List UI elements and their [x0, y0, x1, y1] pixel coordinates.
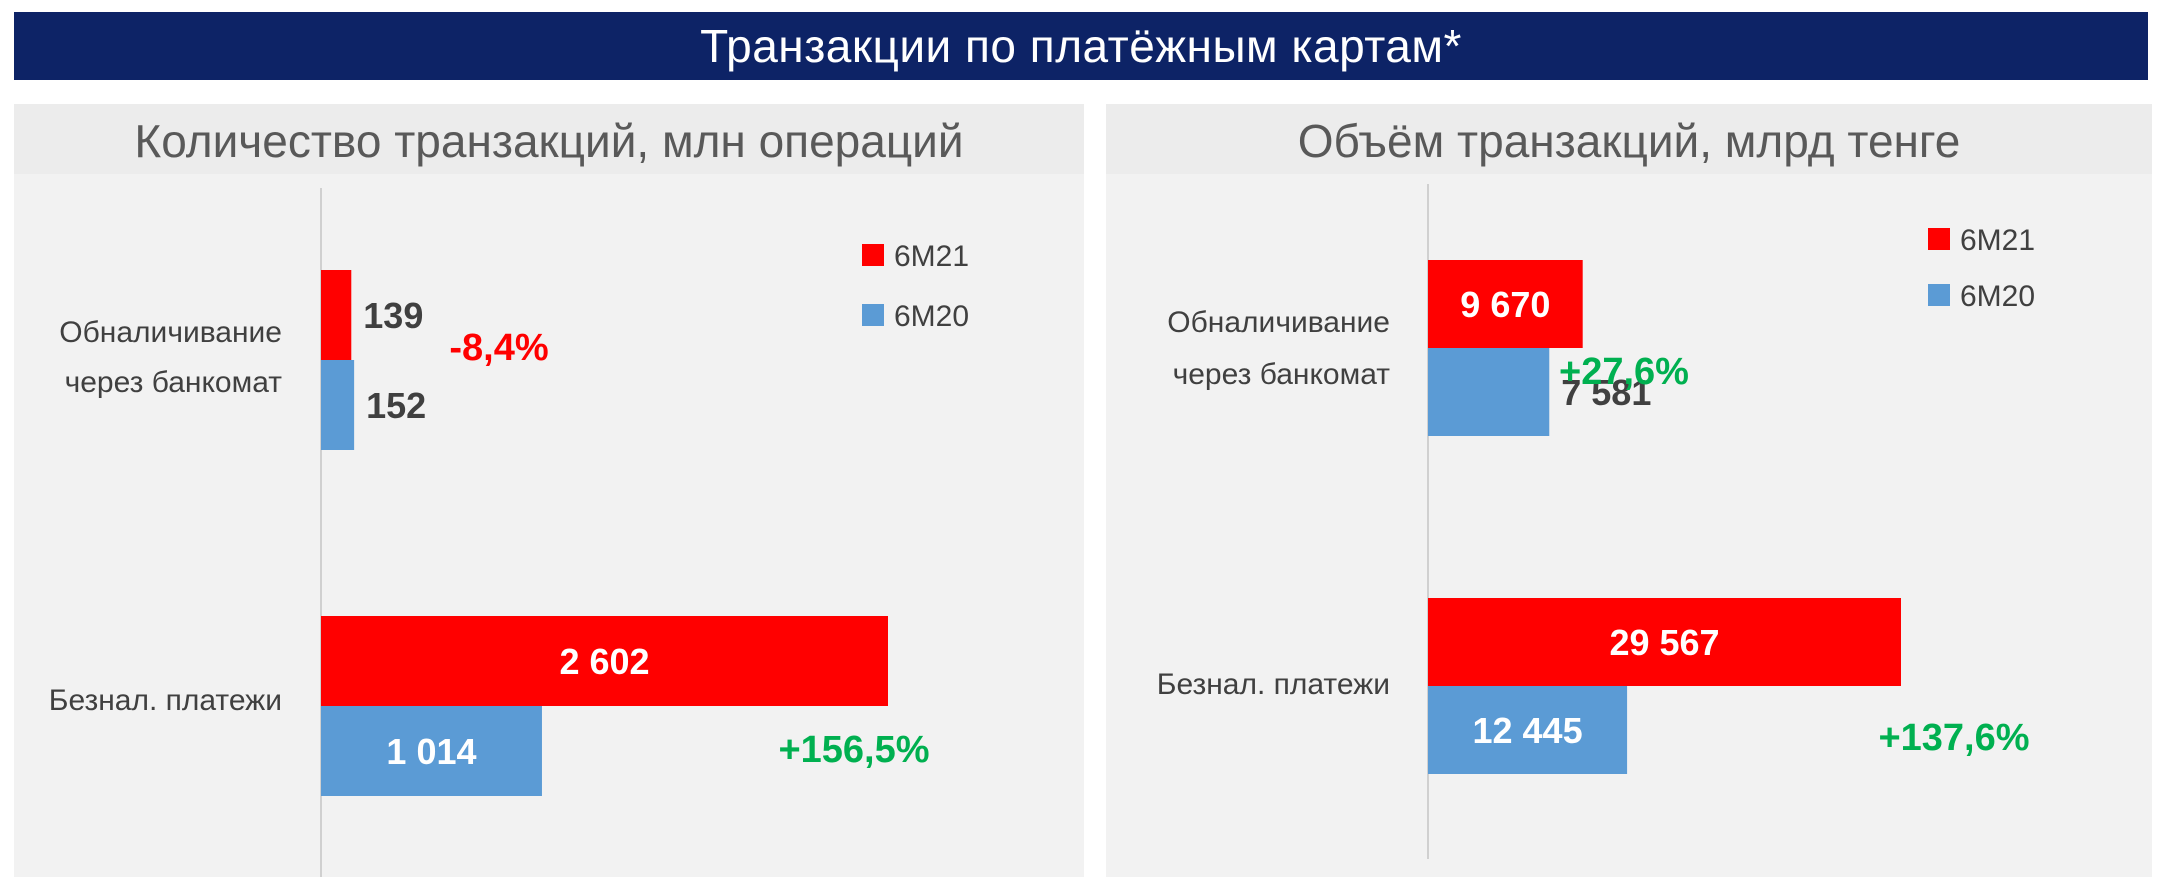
- category-label: через банкомат: [1173, 358, 1391, 391]
- bar-value-label: 12 445: [1472, 710, 1582, 751]
- bar-6m20: [321, 360, 355, 450]
- banner: Транзакции по платёжным картам*: [14, 12, 2148, 80]
- chart-panel-volume: Объём транзакций, млрд тенге Обналичиван…: [1106, 104, 2152, 877]
- legend-swatch: [862, 304, 884, 326]
- bar-6m20: [1428, 686, 1628, 774]
- bar-value-label: 139: [363, 295, 423, 336]
- growth-label: -8,4%: [449, 327, 548, 369]
- chart-panel-count: Количество транзакций, млн операций Обна…: [14, 104, 1084, 877]
- bar-value-label: 9 670: [1460, 284, 1550, 325]
- panel-title-bar: [1106, 104, 2152, 174]
- bar-value-label: 2 602: [559, 641, 649, 682]
- growth-label: +137,6%: [1878, 717, 2029, 759]
- growth-label: +156,5%: [778, 729, 929, 771]
- chart-volume-svg: Обналичивание через банкомат 9 670 7 581+27…: [1157, 184, 2035, 859]
- bar-6m21: [321, 270, 352, 360]
- legend-swatch: [1928, 284, 1950, 306]
- category-label: через банкомат: [65, 366, 283, 399]
- chart-count-svg: Обналичивание через банкомат 139 152 -8,4% Бе…: [49, 188, 969, 877]
- legend-label: 6M21: [1960, 224, 2035, 257]
- bar-value-label: 7 581: [1561, 372, 1651, 413]
- legend-swatch: [1928, 228, 1950, 250]
- bar-value-label: 152: [366, 385, 426, 426]
- bar-value-label: 1 014: [386, 731, 476, 772]
- panel-title-bar: [14, 104, 1084, 174]
- bar-6m20: [1428, 348, 1550, 436]
- category-label: Безнал. платежи: [1157, 668, 1390, 701]
- chart-title-count: Количество транзакций, млн операций: [134, 115, 964, 167]
- bar-6m21: [1428, 260, 1583, 348]
- category-label: Обналичивание: [59, 316, 282, 349]
- growth-label: +27,6%: [1559, 351, 1689, 393]
- legend-label: 6M21: [894, 240, 969, 273]
- banner-title: Транзакции по платёжным картам*: [700, 20, 1462, 72]
- legend-label: 6M20: [1960, 280, 2035, 313]
- category-label: Безнал. платежи: [49, 684, 282, 717]
- bar-6m21: [321, 616, 888, 706]
- bar-6m20: [321, 706, 542, 796]
- legend-swatch: [862, 244, 884, 266]
- category-label: Обналичивание: [1167, 306, 1390, 339]
- bar-value-label: 29 567: [1609, 622, 1719, 663]
- chart-title-volume: Объём транзакций, млрд тенге: [1297, 115, 1961, 167]
- bar-6m21: [1428, 598, 1901, 686]
- legend-label: 6M20: [894, 300, 969, 333]
